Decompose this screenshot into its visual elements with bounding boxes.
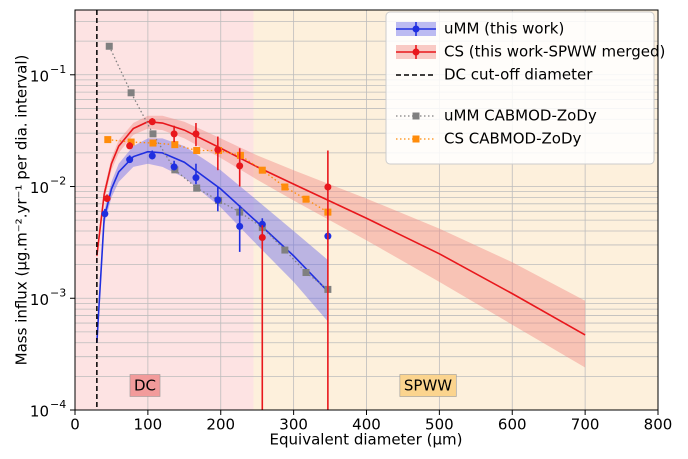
legend-label: CS (this work-SPWW merged) <box>444 43 665 61</box>
region-label: DC <box>134 377 156 395</box>
x-tick-label: 100 <box>134 416 163 434</box>
data-point <box>170 163 178 171</box>
data-point <box>103 195 111 203</box>
legend-handle <box>412 25 420 33</box>
y-axis-label: Mass influx (μg.m⁻².yr⁻¹ per dia. interv… <box>13 55 31 366</box>
legend-label: uMM (this work) <box>444 20 564 38</box>
x-tick-label: 400 <box>352 416 381 434</box>
region-label-box <box>399 374 457 397</box>
model-point <box>281 183 289 191</box>
data-point <box>148 152 156 160</box>
data-point <box>214 146 222 154</box>
data-point <box>148 118 156 126</box>
data-point <box>258 233 266 241</box>
data-point <box>101 210 109 218</box>
model-point <box>302 269 310 277</box>
model-point <box>302 195 310 203</box>
y-tick-exponent: −1 <box>50 63 66 76</box>
y-tick-exponent: −2 <box>50 175 66 188</box>
y-tick-exponent: −4 <box>50 398 66 411</box>
model-point <box>127 138 135 146</box>
model-point <box>149 139 157 147</box>
x-tick-label: 0 <box>70 416 80 434</box>
confidence-band <box>96 138 328 343</box>
legend-handle <box>412 48 420 56</box>
y-tick-label: 10 <box>30 179 49 197</box>
x-tick-label: 500 <box>425 416 454 434</box>
fit-line <box>96 120 586 336</box>
x-axis-label: Equivalent diameter (μm) <box>270 431 463 449</box>
data-point <box>126 156 134 164</box>
x-tick-label: 300 <box>279 416 308 434</box>
data-point <box>236 162 244 170</box>
legend-box <box>385 11 655 165</box>
axes-frame <box>74 9 659 411</box>
y-tick-exponent: −3 <box>50 286 66 299</box>
region-label: SPWW <box>404 377 452 395</box>
legend-handle <box>412 112 420 120</box>
x-tick-label: 200 <box>206 416 235 434</box>
model-point <box>193 147 201 155</box>
model-point <box>104 136 112 144</box>
legend-label: DC cut-off diameter <box>444 66 593 84</box>
x-tick-label: 800 <box>644 416 673 434</box>
legend-handle <box>412 135 420 143</box>
model-point <box>105 42 113 50</box>
x-tick-label: 700 <box>571 416 600 434</box>
region-label-box <box>129 374 161 397</box>
model-point <box>127 89 135 97</box>
data-point <box>192 130 200 138</box>
plot-area <box>96 10 586 410</box>
data-point <box>236 222 244 230</box>
model-point <box>149 130 157 138</box>
data-point <box>214 196 222 204</box>
legend-label: uMM CABMOD-ZoDy <box>444 107 597 125</box>
model-point <box>171 141 179 149</box>
y-tick-label: 10 <box>30 403 49 421</box>
data-point <box>170 130 178 138</box>
model-point <box>281 246 289 254</box>
model-point <box>258 166 266 174</box>
x-tick-label: 600 <box>498 416 527 434</box>
data-point <box>324 183 332 191</box>
model-point <box>193 184 201 192</box>
y-tick-label: 10 <box>30 291 49 309</box>
data-point <box>192 174 200 182</box>
data-point <box>126 142 134 150</box>
model-line <box>107 138 329 213</box>
y-tick-label: 10 <box>30 67 49 85</box>
legend-label: CS CABMOD-ZoDy <box>444 130 582 148</box>
data-point <box>258 220 266 228</box>
